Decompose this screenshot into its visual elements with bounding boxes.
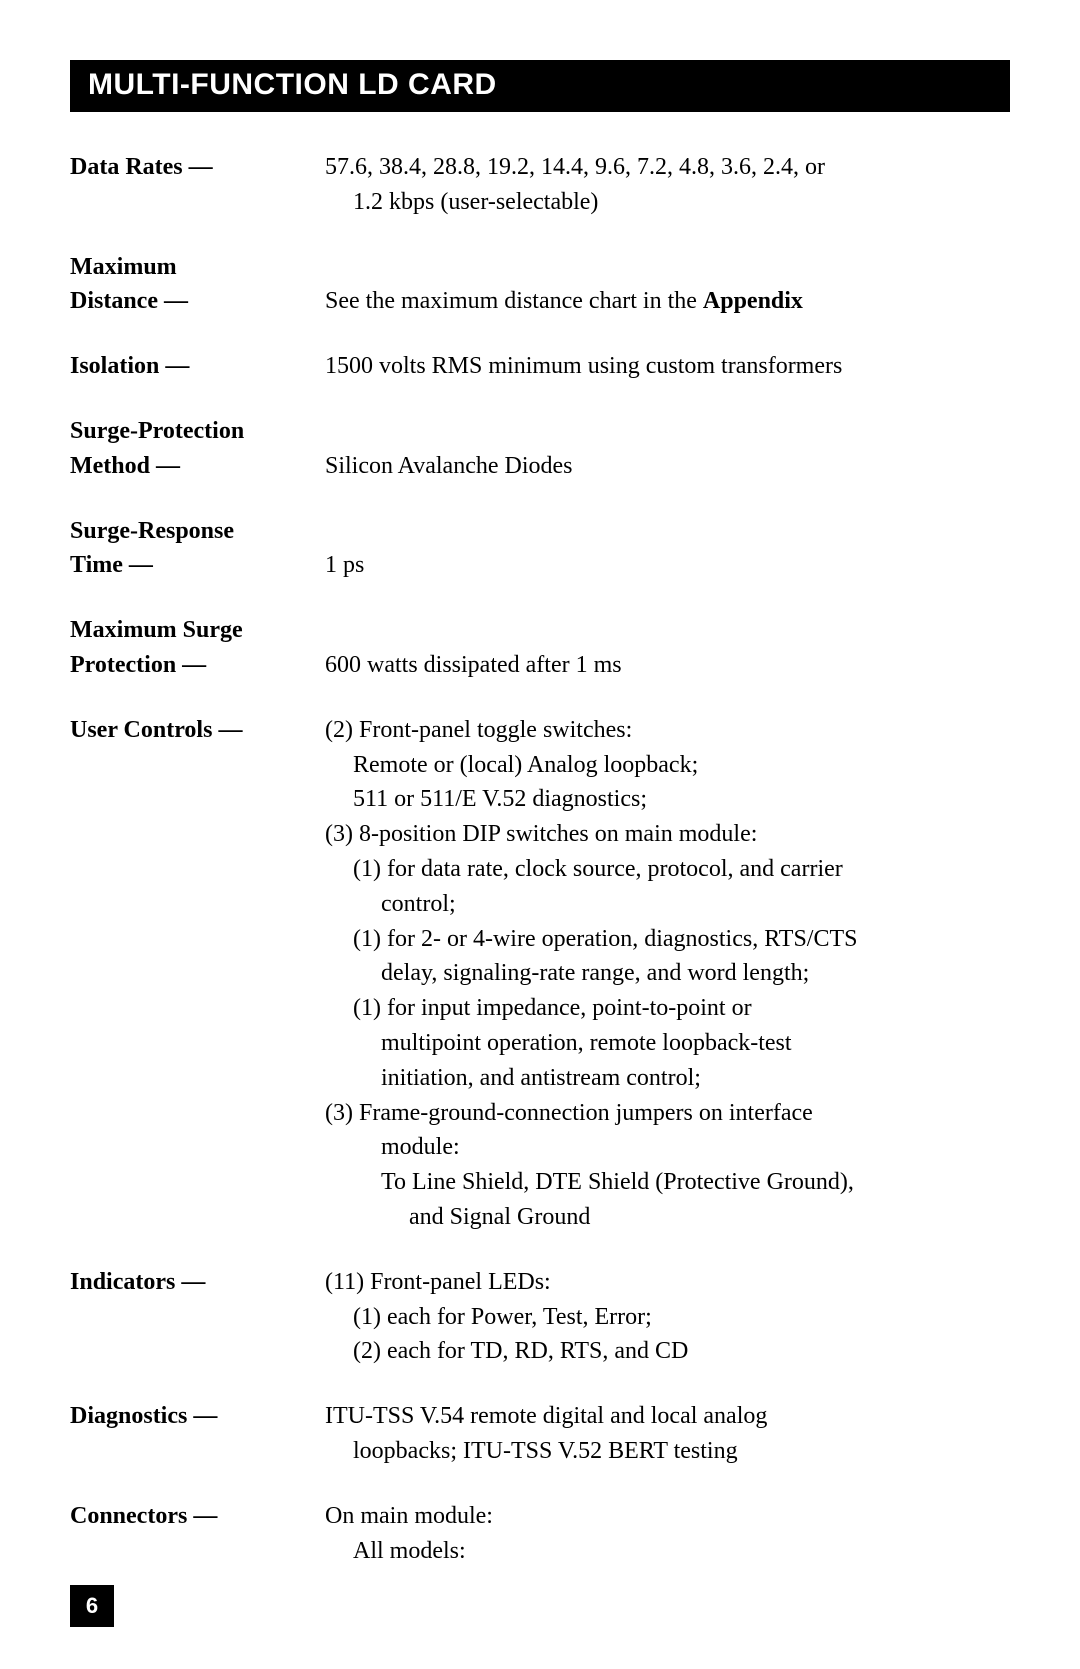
spec-label-line: Surge-Response	[70, 514, 315, 549]
header-bar: MULTI-FUNCTION LD CARD	[70, 60, 1010, 112]
spec-value: 57.6, 38.4, 28.8, 19.2, 14.4, 9.6, 7.2, …	[325, 150, 1010, 250]
spec-line: 1.2 kbps (user-selectable)	[325, 185, 1010, 220]
spec-row-surge-method: Surge-Protection Method — Silicon Avalan…	[70, 414, 1010, 514]
spec-value: 600 watts dissipated after 1 ms	[325, 613, 1010, 713]
page-number: 6	[70, 1585, 114, 1627]
spec-label: Connectors —	[70, 1499, 325, 1599]
spec-row-max-surge: Maximum Surge Protection — 600 watts dis…	[70, 613, 1010, 713]
spec-label-line: Surge-Protection	[70, 414, 315, 449]
spec-line: Silicon Avalanche Diodes	[325, 449, 1010, 484]
spec-label-line: Maximum Surge	[70, 613, 315, 648]
spec-line: (3) 8-position DIP switches on main modu…	[325, 817, 1010, 852]
spec-value: Silicon Avalanche Diodes	[325, 414, 1010, 514]
spec-value: ITU-TSS V.54 remote digital and local an…	[325, 1399, 1010, 1499]
spec-line: All models:	[325, 1534, 1010, 1569]
spec-line: control;	[325, 887, 1010, 922]
spec-label: User Controls —	[70, 713, 325, 1265]
spec-line: On main module:	[325, 1499, 1010, 1534]
spec-row-isolation: Isolation — 1500 volts RMS minimum using…	[70, 349, 1010, 414]
spec-line: delay, signaling-rate range, and word le…	[325, 956, 1010, 991]
spec-label: Diagnostics —	[70, 1399, 325, 1499]
spec-label-line: Method —	[70, 449, 315, 484]
spec-line: 1 ps	[325, 548, 1010, 583]
spec-line: loopbacks; ITU-TSS V.52 BERT testing	[325, 1434, 1010, 1469]
spec-label: Maximum Distance —	[70, 250, 325, 350]
spec-line: Remote or (local) Analog loopback;	[325, 748, 1010, 783]
spec-line: (11) Front-panel LEDs:	[325, 1265, 1010, 1300]
spec-line: To Line Shield, DTE Shield (Protective G…	[325, 1165, 1010, 1200]
spec-row-diagnostics: Diagnostics — ITU-TSS V.54 remote digita…	[70, 1399, 1010, 1499]
spec-value: (11) Front-panel LEDs: (1) each for Powe…	[325, 1265, 1010, 1399]
spec-line: initiation, and antistream control;	[325, 1061, 1010, 1096]
spec-line: (1) for data rate, clock source, protoco…	[325, 852, 1010, 887]
spec-line: and Signal Ground	[325, 1200, 1010, 1235]
spec-line: 511 or 511/E V.52 diagnostics;	[325, 782, 1010, 817]
spec-line: (3) Frame-ground-connection jumpers on i…	[325, 1096, 1010, 1131]
spec-label-line: Time —	[70, 548, 315, 583]
spec-row-indicators: Indicators — (11) Front-panel LEDs: (1) …	[70, 1265, 1010, 1399]
spec-label: Surge-Response Time —	[70, 514, 325, 614]
spec-line: 600 watts dissipated after 1 ms	[325, 648, 1010, 683]
spec-row-connectors: Connectors — On main module: All models:	[70, 1499, 1010, 1599]
spec-line-spacer	[325, 613, 1010, 648]
spec-label: Indicators —	[70, 1265, 325, 1399]
spec-table: Data Rates — 57.6, 38.4, 28.8, 19.2, 14.…	[70, 150, 1010, 1598]
spec-row-max-distance: Maximum Distance — See the maximum dista…	[70, 250, 1010, 350]
spec-value: On main module: All models:	[325, 1499, 1010, 1599]
spec-line: (2) each for TD, RD, RTS, and CD	[325, 1334, 1010, 1369]
spec-label: Maximum Surge Protection —	[70, 613, 325, 713]
spec-label-line: Maximum	[70, 250, 315, 285]
spec-line: (2) Front-panel toggle switches:	[325, 713, 1010, 748]
spec-line-spacer	[325, 250, 1010, 285]
spec-line-spacer	[325, 414, 1010, 449]
spec-label: Data Rates —	[70, 150, 325, 250]
spec-value: 1 ps	[325, 514, 1010, 614]
spec-value: 1500 volts RMS minimum using custom tran…	[325, 349, 1010, 414]
spec-line: (1) each for Power, Test, Error;	[325, 1300, 1010, 1335]
spec-line: See the maximum distance chart in the Ap…	[325, 284, 1010, 319]
spec-line: 57.6, 38.4, 28.8, 19.2, 14.4, 9.6, 7.2, …	[325, 150, 1010, 185]
spec-line: (1) for input impedance, point-to-point …	[325, 991, 1010, 1026]
spec-label: Surge-Protection Method —	[70, 414, 325, 514]
spec-line: multipoint operation, remote loopback-te…	[325, 1026, 1010, 1061]
spec-line: ITU-TSS V.54 remote digital and local an…	[325, 1399, 1010, 1434]
spec-row-data-rates: Data Rates — 57.6, 38.4, 28.8, 19.2, 14.…	[70, 150, 1010, 250]
spec-value: (2) Front-panel toggle switches: Remote …	[325, 713, 1010, 1265]
spec-label-line: Protection —	[70, 648, 315, 683]
spec-row-user-controls: User Controls — (2) Front-panel toggle s…	[70, 713, 1010, 1265]
spec-label-line: Distance —	[70, 284, 315, 319]
spec-line-spacer	[325, 514, 1010, 549]
spec-line: (1) for 2- or 4-wire operation, diagnost…	[325, 922, 1010, 957]
spec-value: See the maximum distance chart in the Ap…	[325, 250, 1010, 350]
header-title: MULTI-FUNCTION LD CARD	[88, 68, 497, 101]
spec-label: Isolation —	[70, 349, 325, 414]
spec-row-surge-time: Surge-Response Time — 1 ps	[70, 514, 1010, 614]
spec-line: module:	[325, 1130, 1010, 1165]
